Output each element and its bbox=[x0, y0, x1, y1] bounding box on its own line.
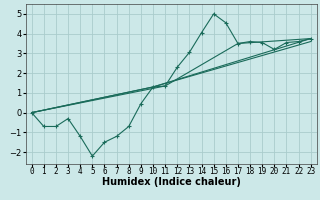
X-axis label: Humidex (Indice chaleur): Humidex (Indice chaleur) bbox=[102, 177, 241, 187]
